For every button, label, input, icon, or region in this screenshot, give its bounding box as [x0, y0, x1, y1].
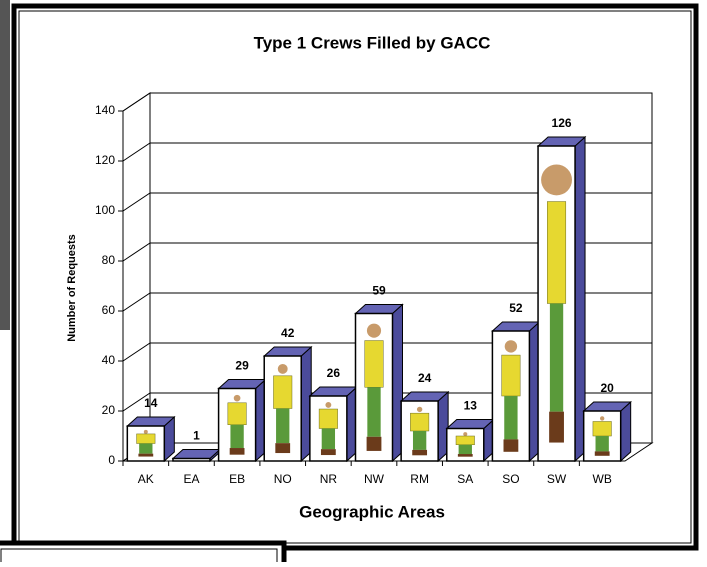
- grid-line: [122, 342, 652, 362]
- figure-torso: [501, 354, 521, 397]
- figure-boots: [457, 454, 473, 457]
- value-label: 13: [464, 399, 478, 413]
- figure-torso: [136, 433, 156, 444]
- figure-head: [463, 432, 468, 437]
- chart-title: Type 1 Crews Filled by GACC: [254, 33, 491, 52]
- crew-figure: [364, 323, 384, 451]
- figure-head: [277, 363, 288, 374]
- y-tick-label: 20: [102, 403, 116, 417]
- figure-head: [233, 394, 241, 402]
- figure-torso: [227, 402, 247, 425]
- figure-legs: [321, 428, 336, 450]
- grid-line: [122, 92, 652, 112]
- figure-legs: [458, 444, 472, 455]
- figure-head: [416, 406, 423, 413]
- y-tick-label: 40: [102, 353, 116, 367]
- figure-head: [366, 323, 382, 338]
- figure-legs: [504, 396, 518, 440]
- crew-figure: [501, 340, 521, 452]
- crew-figure: [227, 394, 247, 455]
- value-label: 59: [372, 284, 386, 298]
- bar: [172, 457, 211, 462]
- x-tick-label: SO: [502, 472, 519, 486]
- value-label: 14: [144, 396, 158, 410]
- figure-torso: [592, 421, 612, 437]
- figure-torso: [273, 375, 293, 409]
- figure-torso: [318, 408, 338, 429]
- overlay-box-inner: [0, 548, 278, 567]
- grid-line: [122, 292, 652, 312]
- x-tick-label: EB: [229, 472, 245, 486]
- value-label: 1: [193, 429, 200, 443]
- value-label: 24: [418, 371, 432, 385]
- figure-head: [541, 164, 572, 196]
- y-tick-label: 0: [108, 453, 115, 467]
- y-tick-label: 140: [95, 103, 115, 117]
- figure-legs: [412, 431, 427, 450]
- value-label: 29: [235, 359, 249, 373]
- y-axis-title: Number of Requests: [66, 234, 78, 342]
- figure-torso: [364, 340, 384, 388]
- overlay-box: [0, 540, 287, 567]
- x-tick-label: RM: [410, 472, 429, 486]
- figure-boots: [366, 436, 382, 451]
- x-tick-label: EA: [183, 472, 199, 486]
- value-label: 126: [552, 116, 572, 130]
- figure-head: [325, 401, 332, 408]
- x-tick-label: AK: [138, 472, 154, 486]
- x-tick-label: NO: [274, 472, 292, 486]
- figure-legs: [549, 303, 564, 412]
- y-tick-label: 100: [95, 203, 115, 217]
- crew-figure: [592, 416, 612, 456]
- crew-figure: [136, 429, 156, 457]
- grid-line: [122, 392, 652, 412]
- figure-boots: [594, 451, 610, 456]
- figure-boots: [549, 411, 564, 443]
- figure-head: [143, 429, 148, 434]
- figure-torso: [547, 201, 567, 304]
- figure-torso: [410, 412, 430, 432]
- y-tick-label: 120: [95, 153, 115, 167]
- x-tick-label: NW: [364, 472, 385, 486]
- figure-legs: [139, 443, 153, 454]
- grid-line: [122, 242, 652, 262]
- figure-boots: [275, 443, 291, 454]
- crew-figure: [541, 164, 572, 443]
- value-label: 52: [509, 301, 523, 315]
- crew-figure: [318, 401, 338, 456]
- crew-figure: [410, 406, 430, 456]
- figure-torso: [455, 435, 475, 446]
- x-tick-label: NR: [320, 472, 338, 486]
- grid-line: [122, 142, 652, 162]
- figure-boots: [138, 453, 154, 457]
- bar-side: [620, 400, 632, 463]
- value-label: 42: [281, 326, 295, 340]
- grid-line: [122, 192, 652, 212]
- y-tick-label: 80: [102, 253, 116, 267]
- figure-boots: [229, 448, 245, 455]
- figure-legs: [276, 408, 290, 444]
- figure-boots: [320, 449, 336, 456]
- figure-head: [504, 340, 518, 353]
- x-tick-label: SW: [547, 472, 567, 486]
- figure-legs: [595, 436, 609, 452]
- frame-shadow: [0, 0, 10, 330]
- chart-frame-inner: [18, 10, 692, 544]
- value-label: 26: [327, 366, 341, 380]
- figure-head: [599, 416, 605, 421]
- x-axis-title: Geographic Areas: [299, 502, 445, 521]
- figure-legs: [367, 387, 381, 437]
- x-tick-label: WB: [593, 472, 612, 486]
- figure-legs: [230, 424, 244, 449]
- crew-figure: [273, 363, 293, 454]
- figure-boots: [412, 449, 428, 456]
- value-label: 20: [601, 381, 615, 395]
- crew-figure: [455, 432, 475, 457]
- figure-boots: [503, 439, 519, 452]
- y-tick-label: 60: [102, 303, 116, 317]
- x-tick-label: SA: [457, 472, 473, 486]
